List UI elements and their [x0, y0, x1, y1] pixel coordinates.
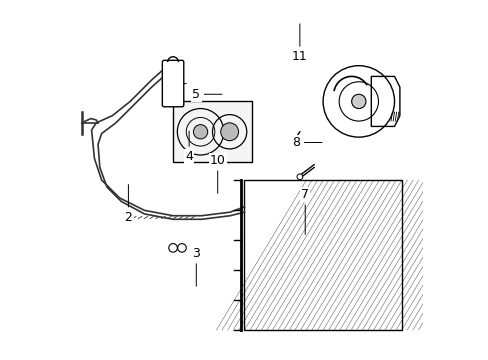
Text: 9: 9	[0, 359, 1, 360]
Circle shape	[291, 136, 296, 141]
Text: 3: 3	[192, 247, 200, 286]
Circle shape	[220, 123, 238, 141]
Bar	[173, 102, 251, 162]
Circle shape	[296, 174, 302, 180]
Circle shape	[351, 94, 365, 109]
Text: 2: 2	[124, 185, 132, 224]
Text: 4: 4	[185, 131, 193, 163]
Text: 8: 8	[292, 136, 322, 149]
FancyBboxPatch shape	[162, 60, 183, 107]
Text: 6: 6	[0, 359, 1, 360]
Text: 1: 1	[0, 359, 1, 360]
Text: 10: 10	[209, 154, 225, 193]
Text: 5: 5	[192, 88, 222, 101]
Text: 11: 11	[291, 24, 307, 63]
Text: 7: 7	[301, 188, 308, 234]
Circle shape	[193, 125, 207, 139]
